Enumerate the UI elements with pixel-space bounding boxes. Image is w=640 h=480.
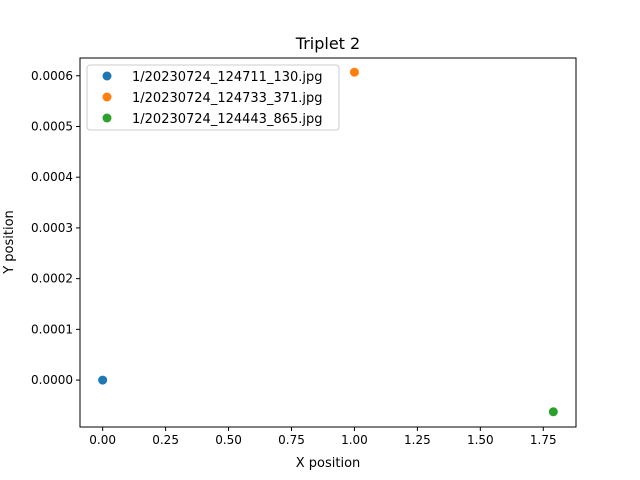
x-tick-label: 0.50 — [215, 433, 242, 447]
y-tick-label: 0.0002 — [31, 272, 73, 286]
legend-label: 1/20230724_124733_371.jpg — [132, 91, 323, 106]
legend-frame — [86, 64, 340, 131]
plot-frame — [79, 57, 577, 428]
legend-marker — [102, 113, 112, 123]
legend-label: 1/20230724_124711_130.jpg — [132, 70, 323, 85]
y-axis-label: Y position — [2, 210, 17, 275]
y-tick-label: 0.0005 — [31, 119, 73, 133]
x-axis-label: X position — [296, 456, 361, 471]
y-tick-label: 0.0004 — [31, 170, 73, 184]
y-tick-label: 0.0003 — [31, 221, 73, 235]
x-tick-label: 0.25 — [152, 433, 179, 447]
data-point — [548, 407, 558, 417]
legend-marker — [102, 71, 112, 81]
y-tick-label: 0.0001 — [31, 322, 73, 336]
x-tick-label: 1.00 — [341, 433, 368, 447]
x-tick-label: 1.75 — [530, 433, 557, 447]
y-tick-label: 0.0006 — [31, 69, 73, 83]
y-tick-label: 0.0000 — [31, 373, 73, 387]
x-tick-label: 1.50 — [467, 433, 494, 447]
data-points — [98, 67, 558, 417]
x-tick-label: 0.75 — [278, 433, 305, 447]
x-tick-label: 1.25 — [404, 433, 431, 447]
x-tick-label: 0.00 — [89, 433, 116, 447]
legend-marker — [102, 92, 112, 102]
legend: 1/20230724_124711_130.jpg 1/20230724_1247… — [86, 64, 340, 131]
legend-label: 1/20230724_124443_865.jpg — [132, 112, 323, 127]
chart-title: Triplet 2 — [295, 34, 360, 53]
data-point — [349, 67, 359, 77]
axis-ticks: 0.00 0.25 0.50 0.75 1.00 1.25 1.50 1.75 0.0000 0.… — [31, 69, 557, 447]
data-point — [98, 375, 108, 385]
